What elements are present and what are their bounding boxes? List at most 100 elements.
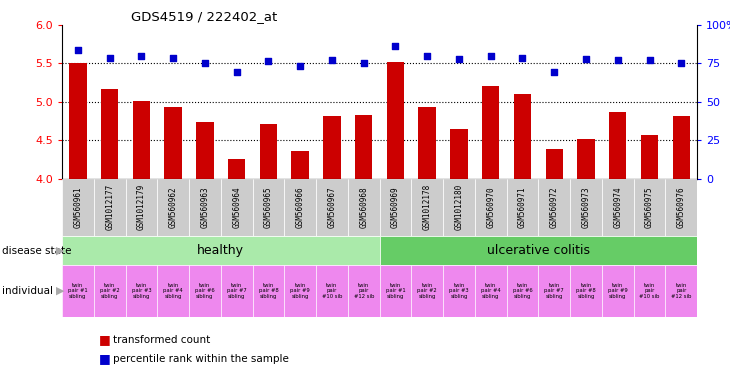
Bar	[634, 265, 666, 317]
Bar	[545, 149, 563, 179]
Point	[612, 57, 623, 63]
Text: GSM560974: GSM560974	[613, 187, 622, 228]
Bar	[570, 265, 602, 317]
Point	[675, 60, 687, 66]
Bar	[164, 107, 182, 179]
Bar	[450, 129, 468, 179]
Text: twin
pair
#10 sib: twin pair #10 sib	[639, 283, 660, 299]
Text: twin
pair
#10 sib: twin pair #10 sib	[322, 283, 342, 299]
Bar	[323, 116, 341, 179]
Bar	[101, 89, 118, 179]
Bar	[355, 115, 372, 179]
Bar	[443, 265, 475, 317]
Text: twin
pair #6
sibling: twin pair #6 sibling	[195, 283, 215, 299]
Bar	[412, 179, 443, 236]
Bar	[380, 179, 412, 236]
Bar	[602, 179, 634, 236]
Point	[263, 58, 274, 64]
Text: GSM560976: GSM560976	[677, 187, 685, 228]
Point	[326, 56, 338, 63]
Point	[517, 55, 529, 61]
Text: twin
pair #2
sibling: twin pair #2 sibling	[418, 283, 437, 299]
Bar	[641, 135, 658, 179]
Point	[580, 56, 592, 62]
Bar	[133, 101, 150, 179]
Bar	[189, 265, 221, 317]
Text: ulcerative colitis: ulcerative colitis	[487, 244, 590, 257]
Text: GSM1012177: GSM1012177	[105, 184, 114, 230]
Bar	[253, 179, 285, 236]
Text: GSM560971: GSM560971	[518, 187, 527, 228]
Text: percentile rank within the sample: percentile rank within the sample	[113, 354, 289, 364]
Bar	[672, 116, 690, 179]
Bar	[93, 179, 126, 236]
Text: GDS4519 / 222402_at: GDS4519 / 222402_at	[131, 10, 277, 23]
Point	[644, 56, 656, 63]
Bar	[316, 265, 348, 317]
Text: twin
pair #6
sibling: twin pair #6 sibling	[512, 283, 532, 299]
Text: twin
pair #8
sibling: twin pair #8 sibling	[258, 283, 278, 299]
Text: ▶: ▶	[55, 286, 64, 296]
Point	[453, 56, 465, 62]
Text: twin
pair #7
sibling: twin pair #7 sibling	[545, 283, 564, 299]
Bar	[62, 265, 93, 317]
Point	[358, 60, 369, 66]
Bar	[158, 179, 189, 236]
Bar	[418, 107, 436, 179]
Text: transformed count: transformed count	[113, 335, 210, 345]
Bar	[62, 236, 380, 265]
Bar	[260, 124, 277, 179]
Point	[199, 60, 211, 66]
Text: GSM560964: GSM560964	[232, 187, 241, 228]
Bar	[221, 265, 253, 317]
Bar	[380, 265, 412, 317]
Text: twin
pair #3
sibling: twin pair #3 sibling	[131, 283, 151, 299]
Text: GSM560972: GSM560972	[550, 187, 558, 228]
Text: GSM560970: GSM560970	[486, 187, 495, 228]
Text: twin
pair #8
sibling: twin pair #8 sibling	[576, 283, 596, 299]
Text: healthy: healthy	[197, 244, 245, 257]
Bar	[514, 94, 531, 179]
Point	[294, 63, 306, 69]
Bar	[158, 265, 189, 317]
Text: twin
pair
#12 sib: twin pair #12 sib	[671, 283, 691, 299]
Text: ■: ■	[99, 353, 110, 366]
Point	[72, 47, 84, 53]
Bar	[348, 179, 380, 236]
Text: twin
pair #2
sibling: twin pair #2 sibling	[100, 283, 120, 299]
Point	[167, 55, 179, 61]
Text: GSM560968: GSM560968	[359, 187, 368, 228]
Bar	[316, 179, 348, 236]
Bar	[221, 179, 253, 236]
Text: twin
pair #3
sibling: twin pair #3 sibling	[449, 283, 469, 299]
Bar	[196, 122, 214, 179]
Bar	[285, 179, 316, 236]
Text: GSM1012180: GSM1012180	[455, 184, 464, 230]
Point	[485, 53, 496, 60]
Text: GSM560963: GSM560963	[201, 187, 210, 228]
Text: GSM1012178: GSM1012178	[423, 184, 431, 230]
Bar	[570, 179, 602, 236]
Text: twin
pair
#12 sib: twin pair #12 sib	[353, 283, 374, 299]
Bar	[482, 86, 499, 179]
Bar	[291, 151, 309, 179]
Text: twin
pair #4
sibling: twin pair #4 sibling	[164, 283, 183, 299]
Point	[548, 69, 560, 75]
Text: ■: ■	[99, 333, 110, 346]
Text: ▶: ▶	[55, 245, 64, 256]
Bar	[609, 112, 626, 179]
Bar	[475, 265, 507, 317]
Text: GSM560961: GSM560961	[74, 187, 82, 228]
Bar	[348, 265, 380, 317]
Bar	[253, 265, 285, 317]
Text: GSM560975: GSM560975	[645, 187, 654, 228]
Bar	[539, 179, 570, 236]
Bar	[387, 62, 404, 179]
Bar	[228, 159, 245, 179]
Text: disease state: disease state	[2, 245, 72, 256]
Bar	[634, 179, 666, 236]
Bar	[380, 236, 697, 265]
Point	[136, 53, 147, 59]
Text: twin
pair #4
sibling: twin pair #4 sibling	[481, 283, 501, 299]
Bar	[666, 179, 697, 236]
